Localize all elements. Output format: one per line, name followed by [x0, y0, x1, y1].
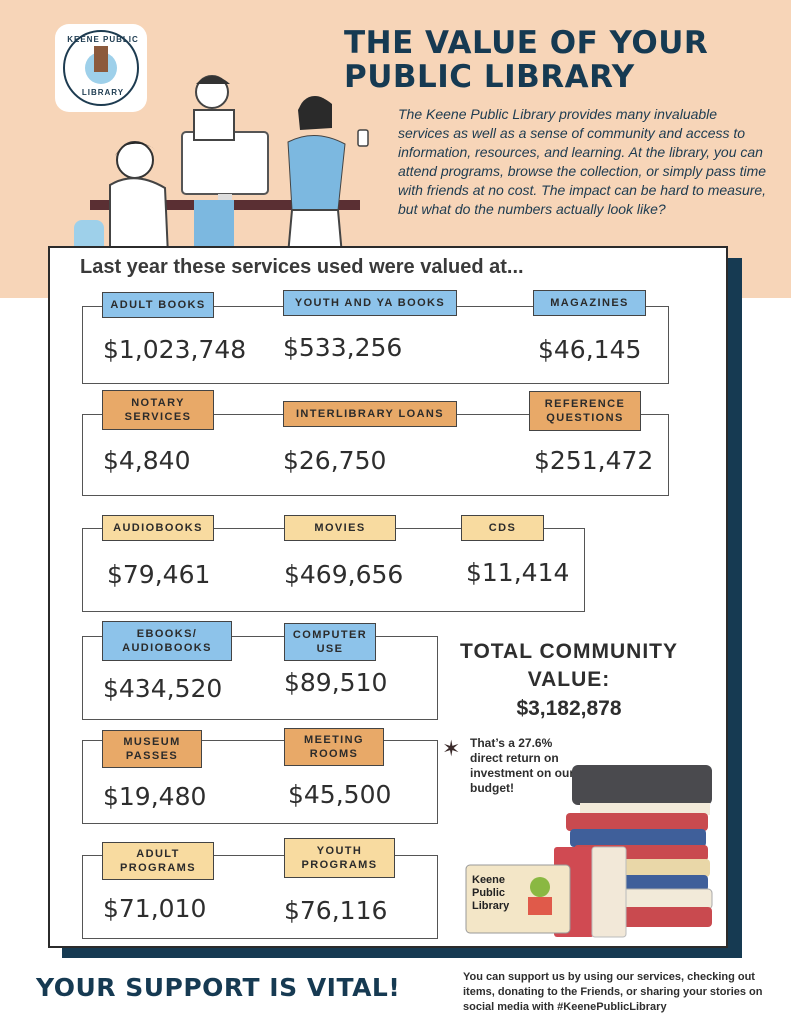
- total-community-value: $3,182,878: [516, 697, 622, 720]
- page-title: THE VALUE OF YOUR PUBLIC LIBRARY: [344, 26, 764, 94]
- value-magazines: $46,145: [538, 335, 642, 364]
- label-audiobooks: AUDIOBOOKS: [102, 515, 214, 541]
- value-reference-questions: $251,472: [534, 446, 654, 475]
- logo-seal: KEENE PUBLIC LIBRARY: [63, 30, 139, 106]
- label-youth-programs: YOUTH PROGRAMS: [284, 838, 395, 878]
- services-row-5: [82, 740, 438, 824]
- label-reference-questions: REFERENCE QUESTIONS: [529, 391, 641, 431]
- value-meeting-rooms: $45,500: [288, 780, 392, 809]
- clock-tower-icon: [94, 46, 108, 72]
- intro-paragraph: The Keene Public Library provides many i…: [398, 106, 767, 217]
- value-computer-use: $89,510: [284, 668, 388, 697]
- label-adult-books: ADULT BOOKS: [102, 292, 214, 318]
- card-line-2: Public: [472, 887, 505, 899]
- label-computer-use: COMPUTER USE: [284, 623, 376, 661]
- value-interlibrary-loans: $26,750: [283, 446, 387, 475]
- title-line-2: PUBLIC LIBRARY: [344, 59, 635, 95]
- value-youth-ya-books: $533,256: [283, 333, 403, 362]
- services-row-6: [82, 855, 438, 939]
- label-adult-programs: ADULT PROGRAMS: [102, 842, 214, 880]
- panel-heading: Last year these services used were value…: [80, 256, 524, 278]
- value-youth-programs: $76,116: [284, 896, 388, 925]
- label-cds: CDS: [461, 515, 544, 541]
- starburst-icon: ✶: [442, 736, 461, 761]
- label-interlibrary-loans: INTERLIBRARY LOANS: [283, 401, 457, 427]
- logo-text-bottom: LIBRARY: [81, 88, 125, 97]
- support-description: You can support us by using our services…: [463, 971, 763, 1013]
- value-adult-programs: $71,010: [103, 894, 207, 923]
- card-line-1: Keene: [472, 874, 505, 886]
- value-movies: $469,656: [284, 560, 404, 589]
- label-notary-services: NOTARY SERVICES: [102, 390, 214, 430]
- services-row-4: [82, 636, 438, 720]
- library-logo: KEENE PUBLIC LIBRARY: [55, 24, 147, 112]
- title-line-1: THE VALUE OF YOUR: [344, 25, 709, 61]
- logo-text-top: KEENE PUBLIC: [67, 35, 139, 44]
- book-stack-illustration: Keene Public Library: [465, 765, 713, 938]
- value-ebooks-audiobooks: $434,520: [103, 674, 223, 703]
- label-museum-passes: MUSEUM PASSES: [102, 730, 202, 768]
- support-slogan: YOUR SUPPORT IS VITAL!: [36, 973, 401, 1002]
- value-notary-services: $4,840: [103, 446, 191, 475]
- value-cds: $11,414: [466, 558, 570, 587]
- card-line-3: Library: [472, 900, 510, 912]
- label-youth-ya-books: YOUTH AND YA BOOKS: [283, 290, 457, 316]
- return-on-investment-note: That’s a 27.6% direct return on investme…: [470, 736, 575, 795]
- value-museum-passes: $19,480: [103, 782, 207, 811]
- label-ebooks-audiobooks: EBOOKS/ AUDIOBOOKS: [102, 621, 232, 661]
- total-community-value-title: TOTAL COMMUNITY VALUE:: [460, 640, 678, 691]
- label-magazines: MAGAZINES: [533, 290, 646, 316]
- label-meeting-rooms: MEETING ROOMS: [284, 728, 384, 766]
- value-adult-books: $1,023,748: [103, 335, 247, 364]
- value-audiobooks: $79,461: [107, 560, 211, 589]
- label-movies: MOVIES: [284, 515, 396, 541]
